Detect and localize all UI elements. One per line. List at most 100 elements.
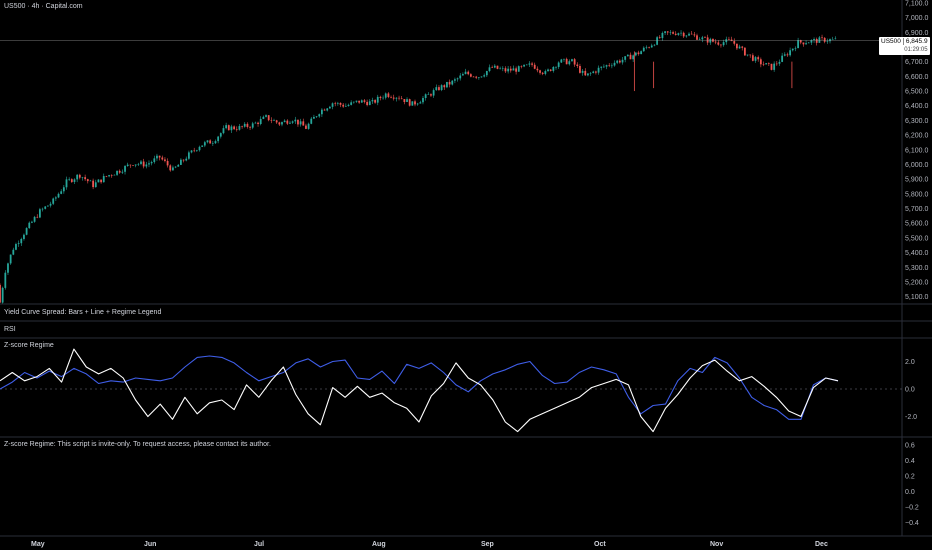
candle-body xyxy=(613,62,616,66)
candle-body xyxy=(597,67,600,73)
invite-tick-label: 0.0 xyxy=(905,489,915,496)
candle-body xyxy=(563,58,565,60)
yield-curve-pane-title[interactable]: Yield Curve Spread: Bars + Line + Regime… xyxy=(4,309,162,316)
price-tick-label: 5,300.0 xyxy=(905,265,928,272)
candle-body xyxy=(286,120,289,124)
time-axis[interactable]: May Jun Jul Aug Sep Oct Nov Dec xyxy=(31,541,828,548)
zscore-pane-title[interactable]: Z-score Regime xyxy=(4,342,54,349)
candle-body xyxy=(257,122,259,124)
candle-body xyxy=(523,64,525,67)
symbol-title[interactable]: US500 · 4h · Capital.com xyxy=(4,3,83,10)
candle-body xyxy=(156,155,158,159)
candle-body xyxy=(398,97,400,99)
candle-body xyxy=(448,81,451,85)
candle-body xyxy=(23,234,25,239)
candle-body xyxy=(640,51,643,55)
candle-body xyxy=(446,81,448,88)
candle-body xyxy=(438,87,440,91)
candle-body xyxy=(629,54,632,60)
candle-body xyxy=(225,125,228,129)
candle-body xyxy=(376,96,379,103)
candle-body xyxy=(89,180,92,182)
candle-body xyxy=(454,79,456,81)
candle-body xyxy=(164,159,166,161)
candle-body xyxy=(624,56,627,60)
candle-body xyxy=(701,37,704,40)
candle-body xyxy=(4,272,7,288)
candle-body xyxy=(7,263,9,273)
candle-body xyxy=(118,170,121,173)
candle-body xyxy=(230,126,233,131)
price-tick-label: 6,500.0 xyxy=(905,89,928,96)
candle-body xyxy=(459,75,462,79)
candle-body xyxy=(339,102,342,105)
candle-body xyxy=(759,59,762,65)
candle-body xyxy=(185,158,188,161)
candle-body xyxy=(645,47,648,48)
candle-body xyxy=(512,68,515,71)
candle-body xyxy=(403,99,406,103)
candle-body xyxy=(451,80,454,85)
month-label: Dec xyxy=(815,541,828,548)
candle-body xyxy=(241,126,243,127)
candle-body xyxy=(387,93,390,97)
price-tick-label: 5,100.0 xyxy=(905,294,928,301)
candle-body xyxy=(342,104,345,107)
invite-pane-title[interactable]: Z-score Regime: This script is invite-on… xyxy=(4,441,271,448)
candle-body xyxy=(36,216,39,218)
rsi-pane-title[interactable]: RSI xyxy=(4,326,16,333)
month-label: Sep xyxy=(481,541,494,548)
invite-tick-label: −0.2 xyxy=(905,504,919,511)
candle-body xyxy=(105,176,108,177)
candle-body xyxy=(531,63,533,65)
price-axis[interactable]: 7,100.07,000.06,900.06,800.06,700.06,600… xyxy=(905,0,928,301)
candle-body xyxy=(733,41,736,44)
candle-body xyxy=(73,179,76,182)
candle-body xyxy=(618,60,621,63)
candle-body xyxy=(475,76,478,78)
candle-body xyxy=(161,157,164,160)
candle-body xyxy=(661,32,664,39)
candle-body xyxy=(310,118,313,124)
candle-body xyxy=(281,122,283,125)
candle-body xyxy=(52,198,55,204)
candle-body xyxy=(294,119,297,122)
candle-body xyxy=(725,39,728,43)
candle-body xyxy=(581,70,584,73)
candle-body xyxy=(472,76,475,78)
candle-body xyxy=(778,61,781,64)
candle-body xyxy=(483,75,486,77)
candle-body xyxy=(132,165,134,166)
candle-body xyxy=(499,68,502,70)
candle-body xyxy=(28,222,31,229)
candle-body xyxy=(379,96,382,99)
candle-body xyxy=(15,244,17,250)
candle-body xyxy=(674,33,677,35)
candle-body xyxy=(536,68,539,71)
candle-body xyxy=(307,123,310,129)
candle-body xyxy=(584,70,587,76)
zscore-white-series xyxy=(0,348,839,433)
zscore-tick-label: 2.0 xyxy=(905,359,915,366)
candle-body xyxy=(126,164,129,167)
zscore-axis[interactable]: 2.0 0.0 -2.0 xyxy=(905,359,917,421)
candle-body xyxy=(555,66,557,68)
candle-body xyxy=(49,203,52,206)
candle-body xyxy=(765,63,768,65)
candle-body xyxy=(807,42,810,44)
candle-body xyxy=(464,71,467,75)
candle-body xyxy=(20,238,23,244)
invite-tick-label: −0.4 xyxy=(905,520,919,527)
candle-body xyxy=(166,160,169,166)
candle-body xyxy=(219,133,222,137)
price-tick-label: 6,300.0 xyxy=(905,118,928,125)
price-tick-label: 5,800.0 xyxy=(905,191,928,198)
candle-body xyxy=(579,66,581,73)
candle-body xyxy=(62,187,65,192)
candle-body xyxy=(637,52,640,55)
invite-pane-axis[interactable]: 0.6 0.4 0.2 0.0 −0.2 −0.4 xyxy=(905,442,919,526)
candle-body xyxy=(477,77,480,78)
price-tick-label: 7,100.0 xyxy=(905,0,928,7)
candle-body xyxy=(100,179,102,183)
